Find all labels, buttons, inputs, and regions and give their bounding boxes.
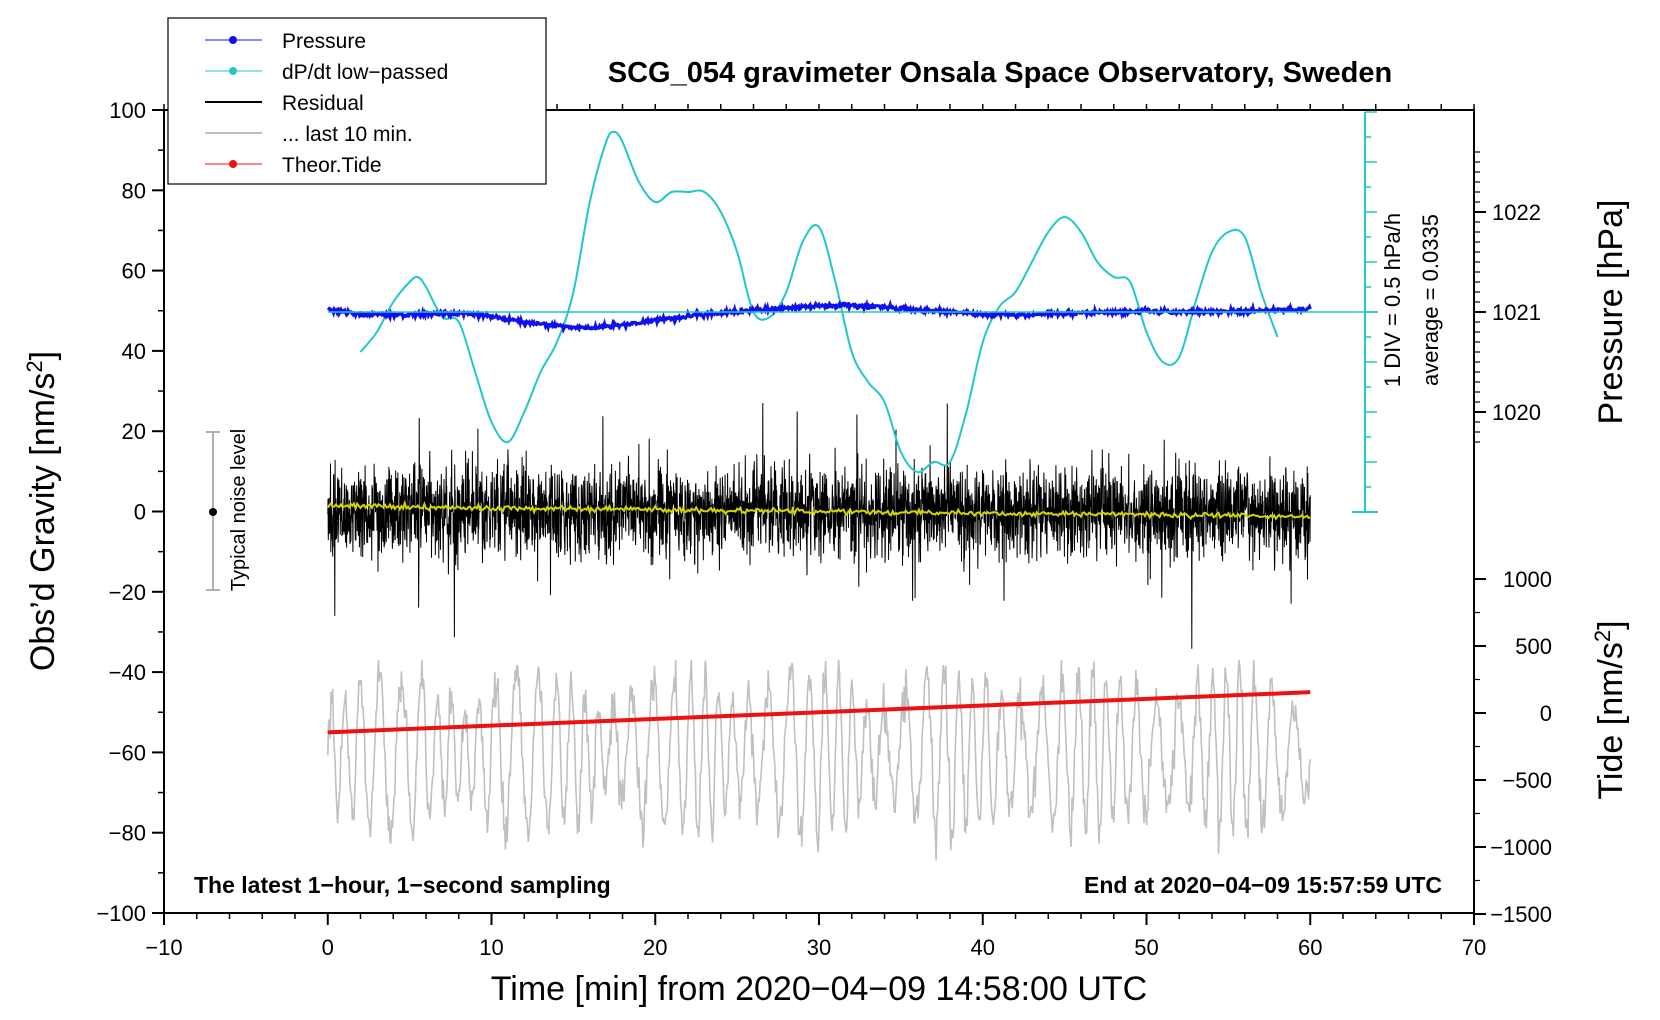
legend-marker-tide	[229, 160, 237, 168]
legend-marker-dpdt	[229, 67, 237, 75]
residual-mean-series	[326, 499, 1311, 521]
x-tick-label: 10	[479, 935, 503, 960]
tide-tick-label: 1000	[1503, 567, 1552, 592]
x-tick-label: 0	[322, 935, 334, 960]
legend: Pressure dP/dt low−passed Residual ... l…	[167, 17, 547, 185]
x-tick-label: 30	[807, 935, 831, 960]
legend-label-dpdt: dP/dt low−passed	[282, 61, 448, 84]
x-tick-label: 60	[1298, 935, 1322, 960]
y-axis-title-left-sup: 2	[22, 360, 47, 372]
tide-axis-title-base: Tide [nm/s	[1592, 642, 1630, 799]
legend-marker-pressure	[229, 36, 237, 44]
pressure-tick-label: 1022	[1492, 200, 1541, 225]
dpdt-series	[359, 130, 1279, 474]
tide-line	[327, 690, 1311, 735]
pressure-axis-ticks: 1022 1021 1020	[1474, 151, 1541, 443]
residual-mean-line	[326, 499, 1311, 521]
tide-axis-title: Tide [nm/s2]	[1590, 620, 1630, 799]
tide-axis-title-close: ]	[1592, 620, 1630, 629]
noise-level-label: Typical noise level	[228, 429, 250, 591]
tide-series	[327, 690, 1311, 735]
tide-tick-label: 0	[1540, 701, 1552, 726]
tide-tick-label: −1000	[1490, 835, 1552, 860]
legend-label-residual: Residual	[282, 92, 364, 115]
tide-axis-title-sup: 2	[1590, 630, 1615, 642]
y-tick-label: −40	[109, 660, 146, 685]
y-tick-label: −100	[96, 901, 146, 926]
tide-tick-label: −500	[1502, 768, 1552, 793]
last10-line	[327, 660, 1312, 861]
x-tick-label: 70	[1462, 935, 1486, 960]
y-tick-label: 0	[134, 500, 146, 525]
pressure-axis-title: Pressure [hPa]	[1592, 200, 1630, 425]
tide-tick-label: 500	[1515, 634, 1552, 659]
y-tick-label: 80	[122, 178, 146, 203]
x-tick-label: 20	[643, 935, 667, 960]
x-axis-title: Time [min] from 2020−04−09 14:58:00 UTC	[491, 970, 1147, 1008]
x-axis-ticks: −10 0 10 20 30 40 50 60 70	[145, 104, 1486, 960]
residual-series	[327, 402, 1311, 649]
y-tick-label: −80	[109, 821, 146, 846]
dpdt-scale-label: 1 DIV = 0.5 hPa/h	[1380, 213, 1405, 387]
chart-title: SCG_054 gravimeter Onsala Space Observat…	[608, 57, 1392, 89]
y-tick-label: 20	[122, 419, 146, 444]
legend-label-tide: Theor.Tide	[282, 154, 382, 177]
y-axis-ticks: 100 80 60 40 20 0 −20 −40 −60 −80 −100	[96, 98, 164, 926]
x-tick-label: −10	[145, 935, 182, 960]
y-tick-label: 100	[109, 98, 146, 123]
y-axis-title-left: Obs’d Gravity [nm/s2]	[22, 351, 62, 671]
y-tick-label: −60	[109, 740, 146, 765]
annotation-sampling: The latest 1−hour, 1−second sampling	[194, 872, 611, 898]
dpdt-line	[359, 130, 1279, 474]
y-axis-title-left-base: Obs’d Gravity [nm/s	[24, 373, 62, 672]
noise-level-dot	[209, 508, 217, 516]
pressure-tick-label: 1021	[1492, 300, 1541, 325]
pressure-series	[326, 298, 1312, 335]
dpdt-scale-bar	[327, 111, 1378, 513]
legend-label-last10: ... last 10 min.	[282, 123, 413, 146]
y-tick-label: 60	[122, 259, 146, 284]
x-tick-label: 50	[1134, 935, 1158, 960]
residual-line	[327, 402, 1311, 649]
pressure-line	[326, 298, 1312, 335]
pressure-tick-label: 1020	[1492, 400, 1541, 425]
tide-tick-label: −1500	[1490, 902, 1552, 927]
annotation-end-time: End at 2020−04−09 15:57:59 UTC	[1084, 872, 1442, 898]
dpdt-average-label: average = 0.0335	[1418, 214, 1443, 386]
legend-label-pressure: Pressure	[282, 30, 366, 53]
last10-series	[327, 660, 1312, 861]
x-tick-label: 40	[971, 935, 995, 960]
tide-axis-ticks: 1000 500 0 −500 −1000 −1500	[1474, 567, 1552, 927]
y-tick-label: 40	[122, 339, 146, 364]
y-tick-label: −20	[109, 580, 146, 605]
y-axis-title-left-close: ]	[24, 351, 62, 360]
